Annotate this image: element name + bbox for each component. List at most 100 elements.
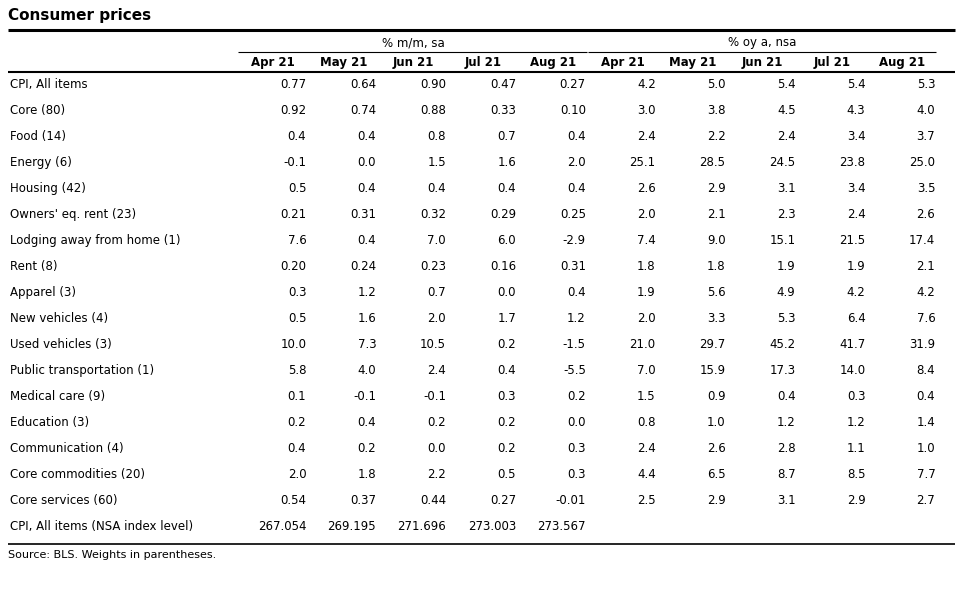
Text: 3.3: 3.3 [708,312,726,325]
Text: 0.5: 0.5 [288,312,306,325]
Text: 0.27: 0.27 [490,494,516,507]
Text: 0.88: 0.88 [420,104,446,117]
Text: 271.696: 271.696 [397,520,446,533]
Text: 7.6: 7.6 [917,312,935,325]
Text: 4.5: 4.5 [777,104,796,117]
Text: 273.567: 273.567 [538,520,586,533]
Text: 0.27: 0.27 [560,78,586,91]
Text: 2.0: 2.0 [427,312,446,325]
Text: -5.5: -5.5 [563,364,586,377]
Text: 2.6: 2.6 [707,442,726,455]
Text: 1.9: 1.9 [777,260,796,273]
Text: Communication (4): Communication (4) [10,442,124,455]
Text: 7.7: 7.7 [917,468,935,481]
Text: 6.0: 6.0 [497,234,516,247]
Text: 0.2: 0.2 [497,416,516,429]
Text: 45.2: 45.2 [769,338,796,351]
Text: 9.0: 9.0 [707,234,726,247]
Text: 0.37: 0.37 [350,494,376,507]
Text: 8.4: 8.4 [917,364,935,377]
Text: 4.4: 4.4 [637,468,656,481]
Text: Jun 21: Jun 21 [742,56,783,69]
Text: 5.4: 5.4 [777,78,796,91]
Text: 3.5: 3.5 [917,182,935,195]
Text: 29.7: 29.7 [700,338,726,351]
Text: 0.3: 0.3 [288,286,306,299]
Text: 21.0: 21.0 [630,338,656,351]
Text: 2.7: 2.7 [917,494,935,507]
Text: 2.8: 2.8 [777,442,796,455]
Text: 1.7: 1.7 [497,312,516,325]
Text: 7.4: 7.4 [637,234,656,247]
Text: 0.3: 0.3 [497,390,516,403]
Text: 0.20: 0.20 [280,260,306,273]
Text: 7.3: 7.3 [357,338,376,351]
Text: 1.0: 1.0 [917,442,935,455]
Text: 5.6: 5.6 [707,286,726,299]
Text: 0.1: 0.1 [288,390,306,403]
Text: 3.1: 3.1 [777,182,796,195]
Text: 0.4: 0.4 [357,234,376,247]
Text: 5.3: 5.3 [917,78,935,91]
Text: 8.5: 8.5 [847,468,865,481]
Text: 0.21: 0.21 [280,208,306,221]
Text: 1.2: 1.2 [567,312,586,325]
Text: 0.4: 0.4 [917,390,935,403]
Text: 1.9: 1.9 [847,260,865,273]
Text: -0.1: -0.1 [353,390,376,403]
Text: 1.6: 1.6 [357,312,376,325]
Text: 25.1: 25.1 [630,156,656,169]
Text: % m/m, sa: % m/m, sa [382,36,444,49]
Text: 2.6: 2.6 [637,182,656,195]
Text: 0.4: 0.4 [497,364,516,377]
Text: 2.4: 2.4 [637,130,656,143]
Text: 3.8: 3.8 [708,104,726,117]
Text: 2.5: 2.5 [637,494,656,507]
Text: 2.4: 2.4 [777,130,796,143]
Text: 0.23: 0.23 [420,260,446,273]
Text: 1.6: 1.6 [497,156,516,169]
Text: Public transportation (1): Public transportation (1) [10,364,155,377]
Text: Owners' eq. rent (23): Owners' eq. rent (23) [10,208,136,221]
Text: 10.0: 10.0 [280,338,306,351]
Text: Medical care (9): Medical care (9) [10,390,106,403]
Text: 2.0: 2.0 [288,468,306,481]
Text: 0.16: 0.16 [490,260,516,273]
Text: 0.2: 0.2 [497,442,516,455]
Text: 3.4: 3.4 [847,182,865,195]
Text: 2.9: 2.9 [847,494,865,507]
Text: 0.4: 0.4 [567,130,586,143]
Text: 0.0: 0.0 [567,416,586,429]
Text: 41.7: 41.7 [839,338,865,351]
Text: Aug 21: Aug 21 [879,56,925,69]
Text: 0.2: 0.2 [567,390,586,403]
Text: 0.9: 0.9 [707,390,726,403]
Text: Apr 21: Apr 21 [601,56,645,69]
Text: 0.4: 0.4 [567,182,586,195]
Text: 0.10: 0.10 [560,104,586,117]
Text: 0.4: 0.4 [427,182,446,195]
Text: 2.1: 2.1 [917,260,935,273]
Text: 7.6: 7.6 [288,234,306,247]
Text: 2.9: 2.9 [707,494,726,507]
Text: Education (3): Education (3) [10,416,89,429]
Text: 1.5: 1.5 [637,390,656,403]
Text: 6.4: 6.4 [847,312,865,325]
Text: 0.2: 0.2 [357,442,376,455]
Text: -1.5: -1.5 [563,338,586,351]
Text: Source: BLS. Weights in parentheses.: Source: BLS. Weights in parentheses. [8,550,216,560]
Text: 2.2: 2.2 [707,130,726,143]
Text: 2.4: 2.4 [637,442,656,455]
Text: 2.3: 2.3 [777,208,796,221]
Text: Jun 21: Jun 21 [393,56,434,69]
Text: 1.1: 1.1 [847,442,865,455]
Text: 0.44: 0.44 [420,494,446,507]
Text: -2.9: -2.9 [563,234,586,247]
Text: 0.77: 0.77 [280,78,306,91]
Text: 0.47: 0.47 [490,78,516,91]
Text: 0.0: 0.0 [497,286,516,299]
Text: 4.2: 4.2 [917,286,935,299]
Text: 0.74: 0.74 [350,104,376,117]
Text: 269.195: 269.195 [327,520,376,533]
Text: 8.7: 8.7 [777,468,796,481]
